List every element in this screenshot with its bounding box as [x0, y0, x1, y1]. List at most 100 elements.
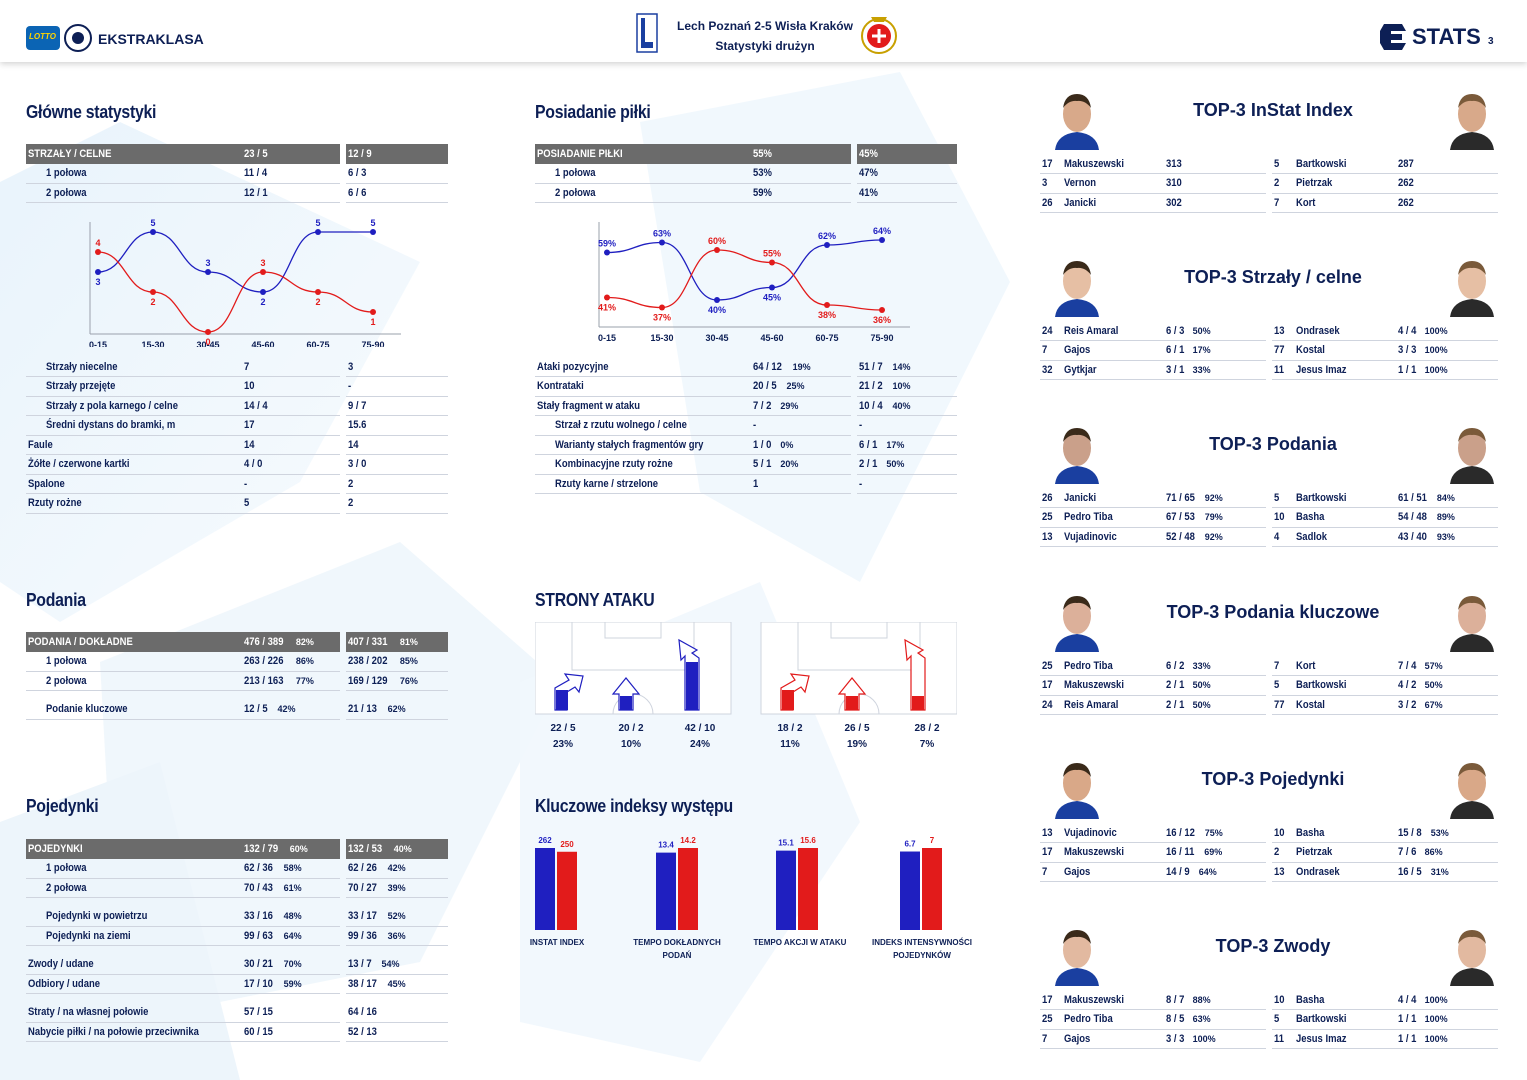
- row-away-pct: 54%: [381, 959, 400, 969]
- bar: [776, 850, 796, 930]
- player-value: 3 / 3: [1166, 1032, 1185, 1045]
- top3-title: TOP-3 Strzały / celne: [1184, 267, 1362, 287]
- top3-title: TOP-3 InStat Index: [1193, 100, 1353, 120]
- shots-header-label: STRZAŁY / CELNE: [28, 147, 112, 160]
- player-value: 1 / 1: [1398, 1032, 1417, 1045]
- lotto-text: LOTTO: [29, 32, 56, 41]
- row-home-value: 60 / 15: [244, 1025, 273, 1038]
- table-row: 2 połowa 213 / 163 77% 169 / 129 76%: [26, 671, 448, 691]
- possession-title: Posiadanie piłki: [535, 102, 651, 122]
- player-number: 7: [1274, 659, 1280, 672]
- row-label: Pojedynki na ziemi: [46, 929, 131, 942]
- player-value: 313: [1166, 157, 1182, 170]
- table-row: 25 Pedro Tiba 6 / 2 33% 7 Kort 7 / 4 57%: [1040, 656, 1498, 676]
- row-home-value: 1: [753, 477, 759, 490]
- bar: [922, 848, 942, 930]
- row-label: Strzały z pola karnego / celne: [46, 399, 178, 412]
- home-player-avatar: [1053, 757, 1101, 819]
- passes-header-row: PODANIA / DOKŁADNE 476 / 389 82% 407 / 331 8…: [26, 632, 448, 652]
- attack-side-stat: 42 / 10 24%: [670, 721, 730, 753]
- row-away-pct: 52%: [387, 911, 406, 921]
- data-point: [604, 294, 610, 301]
- row-label: Pojedynki w powietrzu: [46, 910, 148, 922]
- attack-side-stat: 20 / 2 10%: [601, 721, 661, 753]
- bar-value-label: 7: [930, 836, 935, 845]
- table-row: 25 Pedro Tiba 67 / 53 79% 10 Basha 54 / 48 89%: [1040, 507, 1498, 528]
- player-value: 61 / 51: [1398, 491, 1428, 504]
- table-row: 17 Makuszewski 313 5 Bartkowski 287: [1040, 154, 1498, 174]
- row-away-value: 2: [348, 477, 354, 490]
- x-tick-label: 15-30: [650, 333, 673, 343]
- home-player-avatar: [1053, 924, 1101, 986]
- player-pct: 64%: [1198, 866, 1217, 877]
- row-home-pct: 59%: [283, 978, 302, 989]
- duels-table: POJEDYNKI 132 / 79 60% 132 / 53 40% 1 połowa 6…: [26, 839, 448, 1042]
- row-label: Nabycie piłki / na połowie przeciwnika: [28, 1025, 199, 1038]
- top3-table: 17 Makuszewski 8 / 7 88% 10 Basha 4 / 4 100% 25 P…: [1040, 990, 1498, 1049]
- data-label: 3: [205, 258, 210, 268]
- row-home-value: 12 / 1: [244, 186, 268, 199]
- row-label: Strzał z rzutu wolnego / celne: [555, 419, 687, 432]
- bar: [900, 851, 920, 930]
- row-away-value: 64 / 16: [348, 1006, 377, 1018]
- data-point: [659, 239, 665, 246]
- player-number: 77: [1274, 698, 1285, 711]
- row-home-value: -: [244, 477, 248, 490]
- table-row: Kombinacyjne rzuty rożne 5 / 1 20% 2 / 1 50%: [535, 454, 957, 475]
- shots-by-period-chart: 0-15 15-30 30-45 45-60 60-75 75-90 3 5 3 2 5 5 4 2 0 3 2…: [89, 218, 401, 347]
- player-number: 5: [1274, 1013, 1280, 1026]
- ekstraklasa-brand: EKSTRAKLASA: [98, 31, 204, 47]
- attack-value: 28 / 2: [914, 723, 940, 734]
- top3-table: 26 Janicki 71 / 65 92% 5 Bartkowski 61 / 51 84%…: [1040, 488, 1498, 547]
- passes-table: PODANIA / DOKŁADNE 476 / 389 82% 407 / 331 8…: [26, 632, 448, 720]
- player-value: 8 / 7: [1166, 993, 1185, 1006]
- player-value: 3 / 3: [1398, 344, 1417, 357]
- player-number: 24: [1042, 324, 1053, 337]
- match-title: Lech Poznań 2-5 Wisła Kraków: [677, 19, 853, 33]
- attack-fill-bar: [686, 662, 698, 710]
- player-number: 10: [1274, 826, 1285, 839]
- row-label: Odbiory / udane: [28, 977, 101, 990]
- attack-pct: 19%: [846, 739, 867, 750]
- row-away-value: 2 / 1: [859, 458, 878, 471]
- passes-title: Podania: [26, 590, 86, 610]
- passes-header-away-pct: 81%: [399, 636, 418, 647]
- row-home-value: 14: [244, 438, 255, 451]
- series-line: [606, 239, 883, 301]
- player-name: Kostal: [1296, 698, 1326, 711]
- row-home-pct: 19%: [792, 361, 811, 372]
- attack-pct: 10%: [620, 739, 641, 750]
- row-away-pct: 42%: [387, 863, 406, 873]
- data-point: [370, 229, 376, 235]
- home-player-avatar: [1053, 255, 1101, 317]
- player-pct: 100%: [1424, 1014, 1448, 1025]
- row-home-value: 10: [244, 380, 255, 393]
- row-home-pct: 61%: [283, 882, 302, 893]
- data-label: 41%: [598, 303, 616, 313]
- data-label: 64%: [873, 226, 891, 236]
- data-point: [205, 269, 211, 275]
- table-row: 1 połowa 11 / 4 6 / 3: [26, 163, 448, 184]
- player-name: Makuszewski: [1064, 157, 1125, 170]
- duels-header-row: POJEDYNKI 132 / 79 60% 132 / 53 40%: [26, 839, 448, 859]
- player-value: 67 / 53: [1166, 511, 1196, 524]
- data-point: [370, 309, 376, 315]
- home-player-avatar: [1053, 422, 1101, 484]
- possession-header-away: 45%: [859, 147, 878, 160]
- estats-logo-icon: [1378, 22, 1408, 52]
- table-row: Rzuty rożne 5 2: [26, 493, 448, 514]
- player-number: 11: [1274, 363, 1285, 376]
- player-pct: 53%: [1430, 827, 1449, 838]
- data-point: [150, 289, 156, 295]
- series-line: [97, 231, 373, 293]
- top3-title: TOP-3 Podania kluczowe: [1166, 602, 1380, 622]
- player-number: 10: [1274, 993, 1285, 1006]
- row-home-value: 7 / 2: [753, 399, 772, 412]
- table-row: Spalone - 2: [26, 474, 448, 494]
- row-away-pct: 39%: [387, 882, 406, 893]
- player-pct: 75%: [1204, 827, 1223, 838]
- player-number: 77: [1274, 344, 1285, 357]
- attack-fill-bar: [782, 690, 794, 710]
- data-point: [769, 259, 775, 266]
- player-pct: 33%: [1192, 364, 1211, 375]
